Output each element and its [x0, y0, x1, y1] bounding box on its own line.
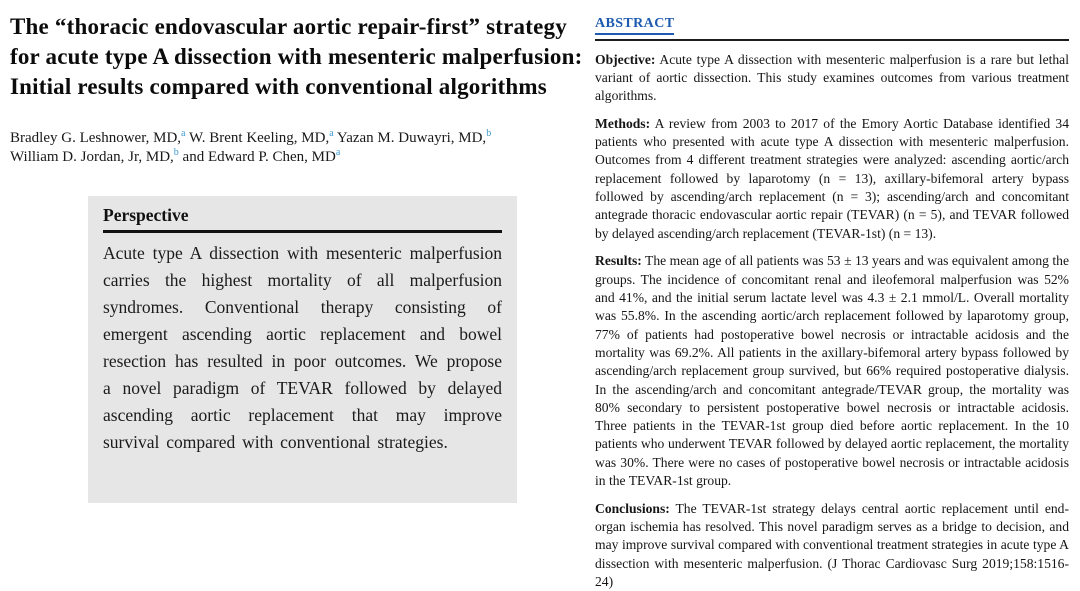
section-label: Conclusions:	[595, 500, 670, 516]
authors: Bradley G. Leshnower, MD,a W. Brent Keel…	[10, 129, 588, 167]
abstract-column: ABSTRACT Objective: Acute type A dissect…	[595, 14, 1069, 591]
author-name: and Edward P. Chen, MD	[178, 149, 336, 165]
article-title-line-3: Initial results compared with convention…	[10, 74, 547, 99]
article-title-line-1: The “thoracic endovascular aortic repair…	[10, 14, 567, 39]
perspective-box: Perspective Acute type A dissection with…	[88, 196, 517, 503]
perspective-heading: Perspective	[103, 205, 502, 233]
abstract-section-conclusions: Conclusions: The TEVAR-1st strategy dela…	[595, 500, 1069, 591]
abstract-section-results: Results: The mean age of all patients wa…	[595, 252, 1069, 490]
section-label: Results:	[595, 253, 642, 269]
section-text: The mean age of all patients was 53 ± 13…	[595, 253, 1069, 489]
author-name: Yazan M. Duwayri, MD,	[333, 130, 487, 146]
author-affiliation-superscript: a	[329, 128, 334, 139]
authors-line-2: William D. Jordan, Jr, MD,b and Edward P…	[10, 148, 588, 167]
author-affiliation-superscript: b	[486, 128, 492, 139]
abstract-heading: ABSTRACT	[595, 16, 675, 35]
authors-line-1: Bradley G. Leshnower, MD,a W. Brent Keel…	[10, 129, 588, 148]
article-title: The “thoracic endovascular aortic repair…	[10, 12, 588, 102]
author-name: Bradley G. Leshnower, MD,	[10, 130, 182, 146]
author-name: W. Brent Keeling, MD,	[185, 130, 330, 146]
author-affiliation-superscript: a	[181, 128, 186, 139]
abstract-section-methods: Methods: A review from 2003 to 2017 of t…	[595, 115, 1069, 243]
article-title-line-2: for acute type A dissection with mesente…	[10, 44, 583, 69]
author-affiliation-superscript: b	[173, 147, 179, 158]
section-text: The TEVAR-1st strategy delays central ao…	[595, 500, 1069, 590]
section-text: A review from 2003 to 2017 of the Emory …	[595, 115, 1069, 241]
perspective-body: Acute type A dissection with mesenteric …	[103, 243, 502, 452]
abstract-heading-rule: ABSTRACT	[595, 14, 1069, 41]
section-text: Acute type A dissection with mesenteric …	[595, 51, 1069, 104]
abstract-section-objective: Objective: Acute type A dissection with …	[595, 51, 1069, 106]
section-label: Objective:	[595, 51, 656, 67]
author-name: William D. Jordan, Jr, MD,	[10, 149, 174, 165]
author-affiliation-superscript: a	[335, 147, 341, 158]
title-block: The “thoracic endovascular aortic repair…	[10, 12, 588, 167]
section-label: Methods:	[595, 115, 651, 131]
